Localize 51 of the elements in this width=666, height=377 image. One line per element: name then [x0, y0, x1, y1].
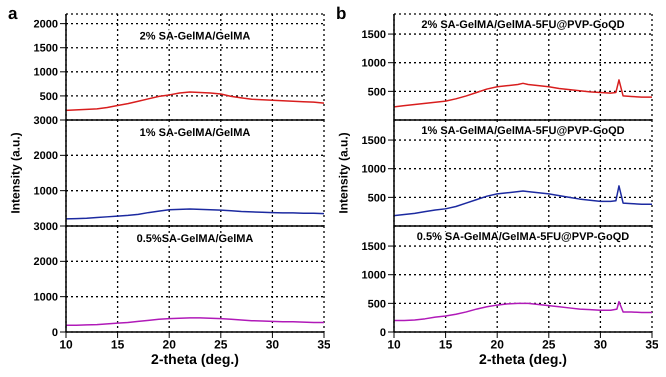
x-tick-label: 15: [438, 338, 453, 352]
x-tick-label: 15: [110, 338, 125, 352]
y-tick-label: 0: [380, 326, 386, 339]
chart-title: a: [8, 4, 18, 24]
y-tick-label: 1000: [362, 270, 386, 282]
y-tick-label: 2000: [34, 256, 58, 268]
text: 0.5% SA-GelMA/GelMA-5FU@PVP-GoQD: [416, 231, 630, 243]
y-tick-label: 3000: [34, 114, 58, 127]
x-axis-title: 2-theta (deg.): [479, 351, 567, 367]
text: 1% SA-GelMA/GelMA-5FU@PVP-GoQD: [421, 125, 625, 137]
x-tick-label: 35: [317, 338, 331, 352]
x-tick-label: 25: [542, 338, 556, 352]
x-tick-label: 35: [645, 338, 659, 352]
y-tick-label: 1500: [362, 28, 386, 41]
y-tick-label: 1000: [34, 292, 58, 304]
y-tick-label: 500: [368, 192, 386, 204]
y-tick-label: 1000: [362, 58, 386, 70]
line-series: [394, 185, 652, 216]
x-tick-label: 20: [490, 338, 504, 352]
y-tick-label: 500: [368, 86, 386, 98]
text: 0.5%SA-GelMA/GelMA: [136, 233, 254, 245]
x-tick-label: 10: [387, 338, 401, 352]
y-tick-label: 3000: [34, 220, 58, 233]
y-tick-label: 1000: [34, 66, 58, 79]
y-tick-label: 2000: [34, 150, 58, 162]
line-series: [66, 317, 324, 326]
y-tick-label: 500: [40, 90, 58, 103]
x-tick-label: 25: [214, 338, 228, 352]
y-tick-label: 1000: [362, 164, 386, 176]
y-tick-label: 0: [52, 326, 58, 339]
x-axis-title: 2-theta (deg.): [151, 351, 239, 367]
y-tick-label: 500: [368, 298, 386, 310]
text: 2% SA-GelMA/GelMA-5FU@PVP-GoQD: [421, 19, 625, 31]
text: 2% SA-GelMA/GelMA: [140, 30, 250, 43]
y-tick-label: 1500: [362, 134, 386, 147]
text: 1% SA-GelMA/GelMA: [140, 127, 250, 139]
x-tick-label: 30: [594, 338, 608, 352]
x-tick-label: 20: [162, 338, 176, 352]
line-series: [66, 208, 324, 220]
chart-title: b: [336, 4, 346, 24]
y-axis-title: Intensity (a.u.): [336, 132, 350, 214]
y-tick-label: 1500: [34, 42, 58, 55]
line-series: [394, 79, 652, 108]
y-axis-title: Intensity (a.u.): [8, 132, 22, 214]
line-series: [66, 91, 324, 112]
y-tick-label: 2000: [34, 18, 58, 31]
x-tick-label: 30: [266, 338, 280, 352]
line-series: [394, 300, 652, 322]
y-tick-label: 1500: [362, 240, 386, 253]
y-tick-label: 1000: [34, 186, 58, 198]
x-tick-label: 10: [59, 338, 73, 352]
